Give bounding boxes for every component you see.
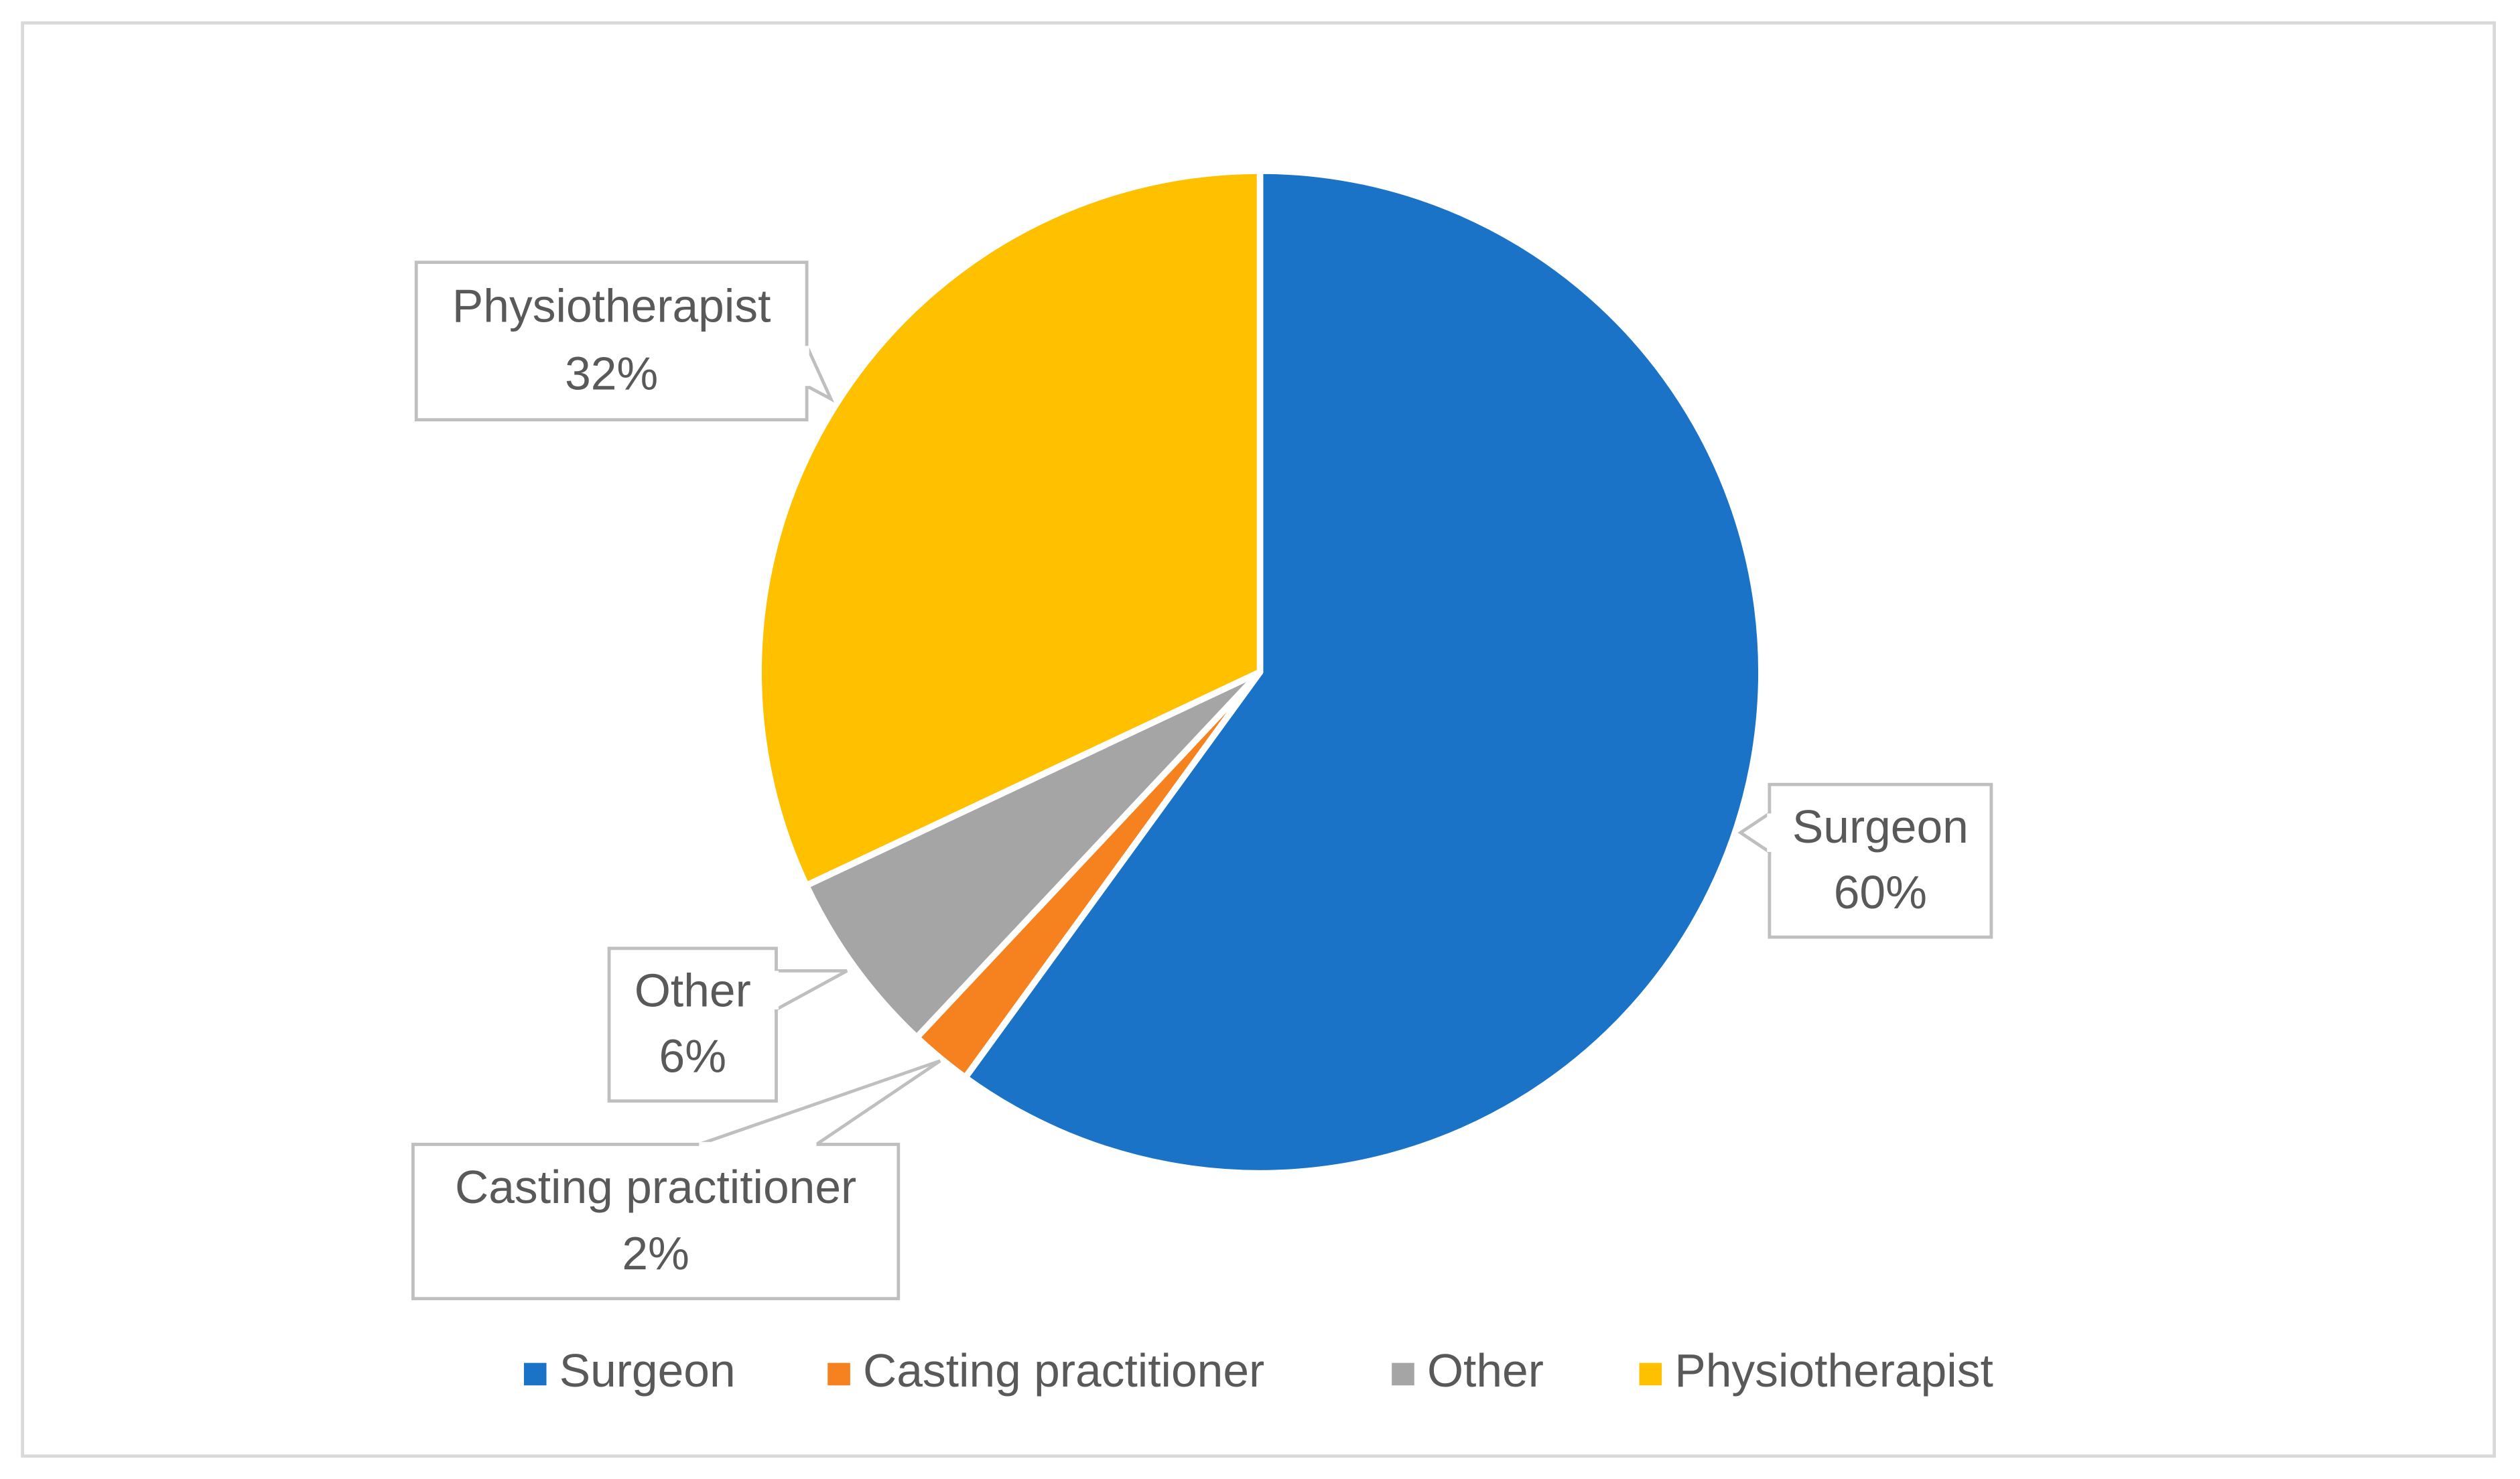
- legend-label: Other: [1427, 1344, 1544, 1397]
- legend-swatch: [523, 1362, 547, 1386]
- pie-slice: [803, 668, 1264, 1041]
- legend-swatch: [1639, 1362, 1662, 1386]
- data-label-name: Other: [635, 965, 751, 1017]
- callout-box: [411, 1143, 901, 1301]
- data-label-name: Physiotherapist: [452, 280, 771, 332]
- legend-swatch: [827, 1362, 850, 1386]
- callout-box: [414, 261, 809, 422]
- callout-box: [607, 946, 778, 1103]
- callout-box: [1768, 782, 1993, 939]
- data-label-name: Surgeon: [1792, 800, 1969, 853]
- data-label-value: 32%: [565, 348, 658, 400]
- data-label-value: 60%: [1834, 866, 1927, 918]
- legend-label: Physiotherapist: [1674, 1344, 1993, 1397]
- data-label-value: 6%: [659, 1030, 727, 1082]
- pie-slice: [961, 167, 1765, 1177]
- data-label-value: 2%: [622, 1227, 689, 1279]
- legend-swatch: [1392, 1362, 1414, 1386]
- pie-slice: [755, 167, 1264, 889]
- legend-label: Surgeon: [559, 1344, 736, 1397]
- legend-label: Casting practitioner: [863, 1344, 1264, 1397]
- data-label-name: Casting practitioner: [455, 1161, 856, 1213]
